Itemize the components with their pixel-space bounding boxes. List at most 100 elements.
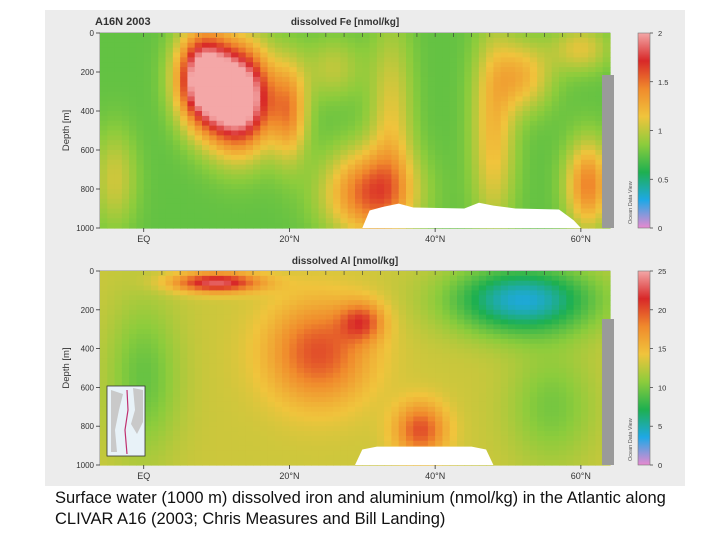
heatmap-cell xyxy=(478,159,487,166)
heatmap-cell xyxy=(318,72,327,78)
heatmap-cell xyxy=(318,314,327,321)
heatmap-cell xyxy=(143,314,152,321)
heatmap-cell xyxy=(143,193,152,200)
heatmap-cell xyxy=(340,52,349,58)
heatmap-cell xyxy=(464,42,473,49)
heatmap-cell xyxy=(311,135,320,141)
heatmap-cell xyxy=(544,86,553,93)
heatmap-cell xyxy=(223,455,232,461)
heatmap-cell xyxy=(427,193,436,200)
heatmap-cell xyxy=(282,189,291,195)
heatmap-cell xyxy=(500,203,509,210)
heatmap-cell xyxy=(158,271,167,277)
heatmap-cell xyxy=(355,57,363,63)
heatmap-cell xyxy=(151,304,159,311)
heatmap-cell xyxy=(602,47,611,54)
heatmap-cell xyxy=(238,218,247,224)
heatmap-cell xyxy=(121,290,130,296)
heatmap-cell xyxy=(216,164,225,171)
heatmap-cell xyxy=(369,62,378,68)
heatmap-cell xyxy=(158,435,167,442)
heatmap-cell xyxy=(202,57,210,63)
heatmap-cell xyxy=(340,223,349,229)
heatmap-cell xyxy=(493,101,502,107)
heatmap-cell xyxy=(478,314,487,321)
heatmap-cell xyxy=(304,285,312,291)
heatmap-cell xyxy=(508,67,516,73)
heatmap-cell xyxy=(223,154,232,161)
heatmap-cell xyxy=(267,397,276,403)
heatmap-cell xyxy=(253,377,261,384)
heatmap-cell xyxy=(165,169,174,175)
heatmap-cell xyxy=(318,343,327,350)
heatmap-cell xyxy=(289,401,298,408)
heatmap-cell xyxy=(136,76,145,83)
heatmap-cell xyxy=(318,62,327,68)
heatmap-cell xyxy=(114,174,123,180)
heatmap-cell xyxy=(245,435,254,442)
heatmap-cell xyxy=(544,154,553,161)
heatmap-cell xyxy=(391,193,400,200)
heatmap-cell xyxy=(384,96,393,102)
heatmap-cell xyxy=(544,203,553,210)
heatmap-cell xyxy=(187,401,196,408)
heatmap-cell xyxy=(355,72,363,78)
heatmap-cell xyxy=(457,86,465,93)
heatmap-cell xyxy=(580,47,589,54)
heatmap-cell xyxy=(100,411,108,418)
heatmap-cell xyxy=(172,174,181,180)
heatmap-cell xyxy=(129,130,138,136)
heatmap-cell xyxy=(143,169,152,175)
heatmap-cell xyxy=(158,76,167,83)
heatmap-cell xyxy=(223,358,232,364)
heatmap-cell xyxy=(384,401,393,408)
heatmap-cell xyxy=(231,353,240,359)
heatmap-cell xyxy=(376,101,385,107)
heatmap-cell xyxy=(216,145,225,151)
heatmap-cell xyxy=(340,435,349,442)
heatmap-cell xyxy=(449,406,458,413)
heatmap-cell xyxy=(588,52,597,58)
heatmap-cell xyxy=(274,67,283,73)
heatmap-cell xyxy=(508,189,516,195)
heatmap-cell xyxy=(573,42,582,49)
heatmap-cell xyxy=(194,86,203,93)
heatmap-cell xyxy=(486,47,495,54)
x-tick-label: 60°N xyxy=(571,234,591,244)
heatmap-cell xyxy=(143,426,152,432)
heatmap-cell xyxy=(347,280,356,287)
heatmap-cell xyxy=(223,450,232,456)
heatmap-cell xyxy=(376,285,385,291)
heatmap-cell xyxy=(151,130,159,136)
heatmap-cell xyxy=(180,174,189,180)
heatmap-cell xyxy=(362,72,371,78)
heatmap-cell xyxy=(223,193,232,200)
heatmap-cell xyxy=(151,300,159,306)
heatmap-cell xyxy=(595,203,604,210)
heatmap-cell xyxy=(282,338,291,345)
heatmap-cell xyxy=(318,397,327,403)
heatmap-cell xyxy=(202,363,210,369)
heatmap-cell xyxy=(333,440,342,447)
heatmap-cell xyxy=(187,223,196,229)
heatmap-cell xyxy=(427,372,436,379)
heatmap-cell xyxy=(311,329,320,335)
heatmap-cell xyxy=(245,295,254,301)
heatmap-cell xyxy=(158,159,167,166)
heatmap-cell xyxy=(100,309,108,316)
heatmap-cell xyxy=(551,140,560,146)
heatmap-cell xyxy=(384,285,393,291)
heatmap-cell xyxy=(238,208,247,214)
heatmap-cell xyxy=(165,401,174,408)
heatmap-cell xyxy=(391,125,400,132)
heatmap-cell xyxy=(486,115,495,122)
heatmap-cell xyxy=(216,309,225,316)
heatmap-cell xyxy=(420,401,429,408)
heatmap-cell xyxy=(471,106,480,112)
heatmap-cell xyxy=(253,174,261,180)
heatmap-cell xyxy=(194,382,203,388)
heatmap-cell xyxy=(347,140,356,146)
heatmap-cell xyxy=(165,213,174,219)
heatmap-cell xyxy=(114,271,123,277)
heatmap-cell xyxy=(347,62,356,68)
